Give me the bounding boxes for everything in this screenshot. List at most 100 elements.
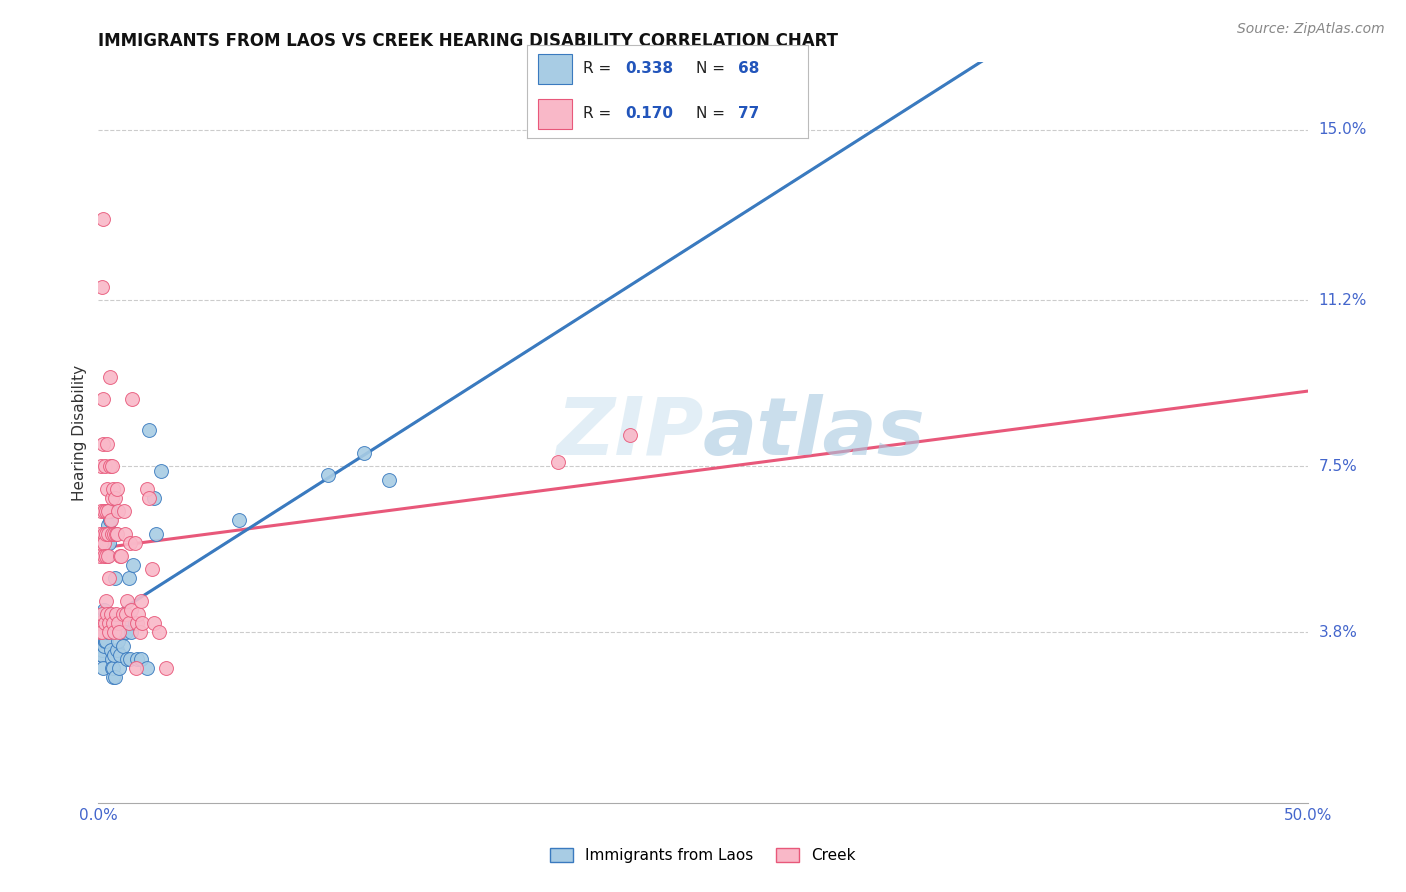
Point bbox=[135, 482, 157, 496]
Point bbox=[90, 616, 112, 631]
Point bbox=[93, 549, 115, 563]
Point bbox=[98, 535, 121, 549]
Point bbox=[141, 562, 163, 576]
Point bbox=[96, 437, 118, 451]
Point bbox=[96, 616, 118, 631]
Point bbox=[96, 535, 118, 549]
Point bbox=[97, 549, 120, 563]
Point bbox=[94, 625, 117, 640]
Point bbox=[101, 670, 124, 684]
Point bbox=[115, 625, 138, 640]
Point bbox=[111, 607, 134, 622]
Point bbox=[105, 482, 128, 496]
Text: R =: R = bbox=[583, 106, 617, 121]
Point bbox=[138, 423, 160, 437]
Point bbox=[316, 468, 339, 483]
Point bbox=[103, 526, 125, 541]
Point bbox=[128, 625, 150, 640]
Point bbox=[93, 392, 115, 406]
Point bbox=[127, 616, 149, 631]
Point bbox=[103, 482, 125, 496]
Point bbox=[97, 625, 120, 640]
Point bbox=[89, 549, 111, 563]
Point bbox=[115, 607, 138, 622]
Point bbox=[117, 652, 139, 666]
Point bbox=[97, 526, 120, 541]
Point bbox=[93, 607, 115, 622]
Point bbox=[93, 616, 115, 631]
Point bbox=[103, 625, 125, 640]
Point bbox=[104, 670, 127, 684]
Point bbox=[89, 526, 111, 541]
Point bbox=[228, 513, 250, 527]
Point bbox=[107, 616, 129, 631]
Y-axis label: Hearing Disability: Hearing Disability bbox=[72, 365, 87, 500]
Point bbox=[117, 594, 139, 608]
Point bbox=[111, 639, 134, 653]
Text: IMMIGRANTS FROM LAOS VS CREEK HEARING DISABILITY CORRELATION CHART: IMMIGRANTS FROM LAOS VS CREEK HEARING DI… bbox=[98, 32, 838, 50]
Point bbox=[121, 392, 143, 406]
Point bbox=[108, 625, 131, 640]
Point bbox=[93, 603, 115, 617]
Point bbox=[91, 280, 114, 294]
Point bbox=[127, 652, 149, 666]
Point bbox=[96, 549, 118, 563]
Point bbox=[131, 616, 153, 631]
Text: ZIP: ZIP bbox=[555, 393, 703, 472]
Text: Source: ZipAtlas.com: Source: ZipAtlas.com bbox=[1237, 22, 1385, 37]
Point bbox=[124, 535, 146, 549]
Legend: Immigrants from Laos, Creek: Immigrants from Laos, Creek bbox=[544, 842, 862, 869]
Point bbox=[143, 491, 166, 505]
Point bbox=[98, 459, 121, 474]
Point bbox=[96, 482, 118, 496]
Point bbox=[100, 526, 122, 541]
Point bbox=[155, 661, 177, 675]
Point bbox=[118, 535, 141, 549]
Point bbox=[101, 661, 124, 675]
Point bbox=[129, 594, 152, 608]
Bar bbox=[538, 99, 572, 129]
Point bbox=[91, 661, 114, 675]
Point bbox=[96, 594, 118, 608]
Point bbox=[94, 625, 117, 640]
Point bbox=[135, 661, 157, 675]
Text: 0.170: 0.170 bbox=[626, 106, 673, 121]
Point bbox=[122, 558, 145, 572]
Text: 68: 68 bbox=[738, 62, 759, 77]
Point bbox=[103, 648, 125, 662]
Point bbox=[101, 491, 124, 505]
Point bbox=[108, 648, 131, 662]
Point bbox=[91, 607, 114, 622]
Point bbox=[105, 607, 128, 622]
Point bbox=[108, 549, 131, 563]
Point bbox=[124, 616, 146, 631]
Point bbox=[91, 648, 114, 662]
Point bbox=[110, 549, 132, 563]
Point bbox=[104, 571, 127, 585]
Point bbox=[143, 616, 166, 631]
Point bbox=[90, 535, 112, 549]
Point bbox=[100, 459, 122, 474]
Point bbox=[97, 517, 120, 532]
Point bbox=[94, 504, 117, 518]
Text: R =: R = bbox=[583, 62, 617, 77]
Point bbox=[90, 459, 112, 474]
Point bbox=[90, 625, 112, 640]
Text: 15.0%: 15.0% bbox=[1319, 122, 1367, 137]
Point bbox=[100, 643, 122, 657]
Point bbox=[98, 625, 121, 640]
Point bbox=[112, 504, 135, 518]
Point bbox=[94, 526, 117, 541]
Text: atlas: atlas bbox=[703, 393, 925, 472]
Point bbox=[98, 526, 121, 541]
Point bbox=[97, 571, 120, 585]
Point bbox=[93, 535, 115, 549]
Point bbox=[353, 446, 375, 460]
Point bbox=[105, 526, 128, 541]
Text: 11.2%: 11.2% bbox=[1319, 293, 1367, 308]
Point bbox=[98, 369, 121, 384]
Point bbox=[118, 616, 141, 631]
Point bbox=[97, 616, 120, 631]
Point bbox=[89, 616, 111, 631]
Point bbox=[90, 504, 112, 518]
